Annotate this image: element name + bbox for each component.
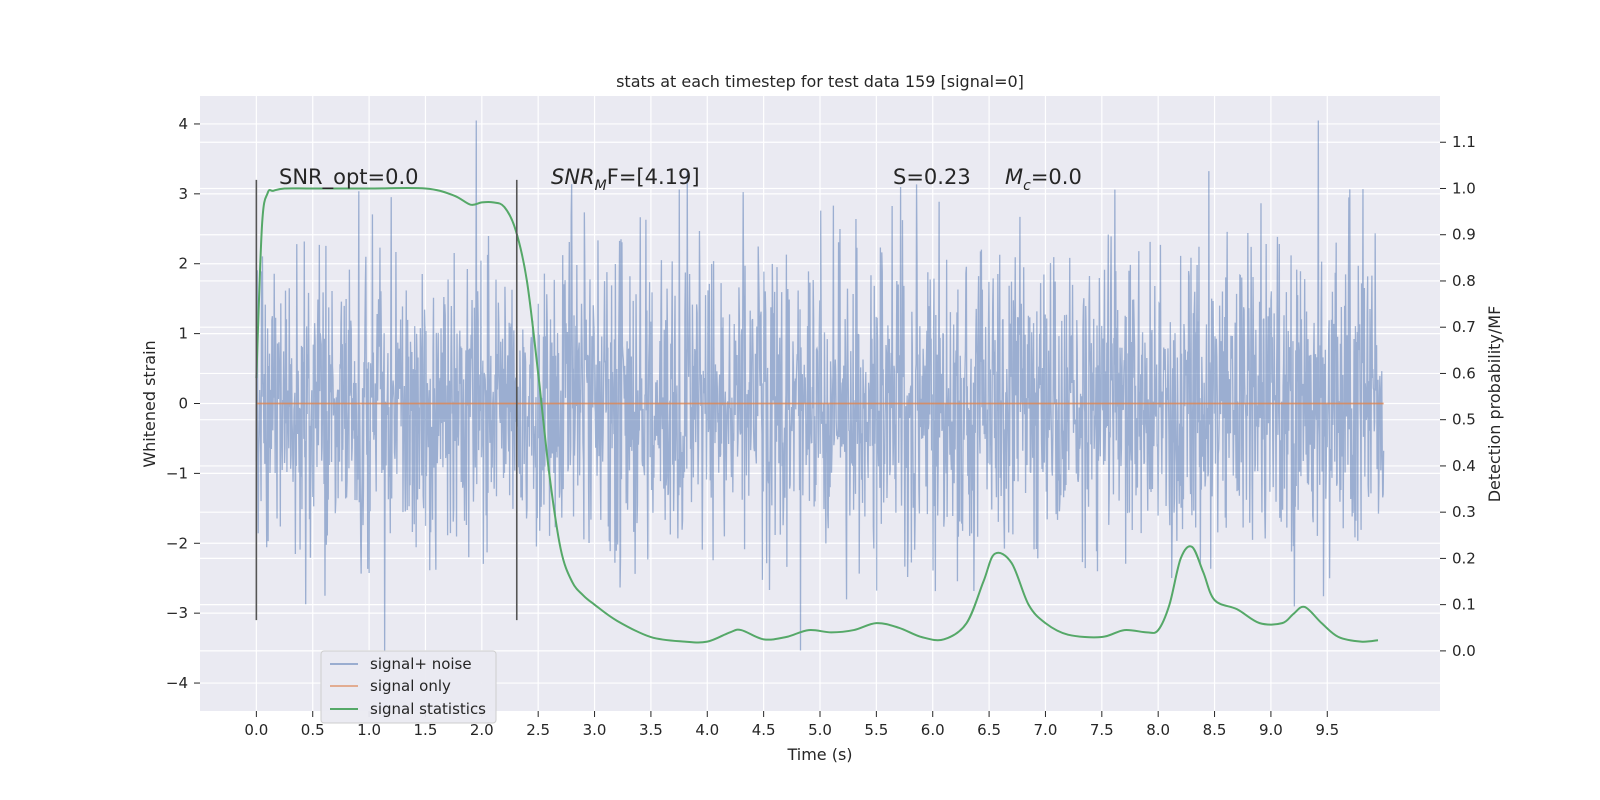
x-axis-ticks: 0.0 0.5 1.0 1.5 2.0 2.5 3.0 3.5 4.0 4.5 5.0 5.5 6.0 6…: [244, 711, 1339, 739]
s-annotation: S=0.23: [893, 165, 971, 189]
x-tick-label: 2.5: [526, 721, 550, 739]
x-tick-label: 4.5: [752, 721, 776, 739]
y-right-tick-label: 0.2: [1452, 549, 1476, 567]
snr-mf-subscript: M: [595, 178, 607, 194]
legend: signal+ noise signal only signal statist…: [320, 650, 497, 724]
signal-noise-trace: [255, 120, 1385, 652]
legend-label-statistics: signal statistics: [370, 700, 486, 718]
legend-label-noise: signal+ noise: [370, 655, 472, 673]
x-tick-label: 9.0: [1259, 721, 1283, 739]
x-tick-label: 0.5: [301, 721, 325, 739]
y-left-tick-label: 2: [178, 255, 188, 273]
mc-annotation: Mc=0.0: [1005, 165, 1082, 194]
statistics-path: [255, 186, 1379, 644]
x-tick-label: 5.5: [864, 721, 888, 739]
y-left-tick-label: 1: [178, 325, 188, 343]
x-tick-label: 7.0: [1034, 721, 1058, 739]
snr-mf-rest: F=[4.19]: [607, 165, 700, 189]
vertical-markers: [255, 179, 518, 621]
mc-subscript: c: [1023, 178, 1031, 194]
legend-box: [320, 650, 497, 724]
legend-label-signal-only: signal only: [370, 677, 451, 695]
chart-title: stats at each timestep for test data 159…: [616, 72, 1024, 91]
y-left-tick-label: 0: [178, 395, 188, 413]
x-tick-label: 8.5: [1203, 721, 1227, 739]
right-y-axis-ticks: 0.0 0.1 0.2 0.3 0.4 0.5 0.6 0.7 0.8 0.9 1.0 1.1: [1440, 133, 1476, 660]
y-left-tick-label: −2: [166, 534, 188, 552]
y-right-tick-label: 0.8: [1452, 272, 1476, 290]
y-right-tick-label: 0.7: [1452, 318, 1476, 336]
y-right-tick-label: 0.1: [1452, 596, 1476, 614]
signal-statistics-line: [255, 186, 1379, 644]
y-right-tick-label: 0.4: [1452, 457, 1476, 475]
noise-path: [255, 120, 1385, 652]
left-y-axis-ticks: −4 −3 −2 −1 0 1 2 3 4: [166, 115, 200, 692]
y-left-tick-label: −4: [166, 674, 188, 692]
y-left-tick-label: 4: [178, 115, 188, 133]
x-tick-label: 2.0: [470, 721, 494, 739]
mc-rest: =0.0: [1031, 165, 1082, 189]
y-right-tick-label: 0.6: [1452, 364, 1476, 382]
x-tick-label: 0.0: [244, 721, 268, 739]
y-right-tick-label: 1.1: [1452, 133, 1476, 151]
y-right-tick-label: 1.0: [1452, 179, 1476, 197]
snr-opt-annotation: SNR_opt=0.0: [279, 165, 419, 190]
x-tick-label: 8.0: [1146, 721, 1170, 739]
mc-main: M: [1005, 165, 1023, 189]
y-right-tick-label: 0.9: [1452, 226, 1476, 244]
y-right-tick-label: 0.3: [1452, 503, 1476, 521]
x-tick-label: 6.5: [977, 721, 1001, 739]
x-tick-label: 1.5: [414, 721, 438, 739]
right-y-axis-label: Detection probability/MF: [1485, 306, 1504, 503]
y-left-tick-label: −1: [166, 464, 188, 482]
x-tick-label: 7.5: [1090, 721, 1114, 739]
y-left-tick-label: −3: [166, 604, 188, 622]
y-left-tick-label: 3: [178, 185, 188, 203]
x-tick-label: 6.0: [921, 721, 945, 739]
x-tick-label: 3.0: [583, 721, 607, 739]
x-tick-label: 1.0: [357, 721, 381, 739]
x-tick-label: 4.0: [695, 721, 719, 739]
x-tick-label: 3.5: [639, 721, 663, 739]
y-right-tick-label: 0.5: [1452, 411, 1476, 429]
x-tick-label: 9.5: [1315, 721, 1339, 739]
y-right-tick-label: 0.0: [1452, 642, 1476, 660]
snr-mf-annotation: SNRMF=[4.19]: [551, 165, 700, 194]
x-axis-label: Time (s): [786, 745, 852, 764]
left-y-axis-label: Whitened strain: [140, 340, 159, 467]
x-tick-label: 5.0: [808, 721, 832, 739]
snr-mf-main: SNR: [551, 165, 595, 189]
